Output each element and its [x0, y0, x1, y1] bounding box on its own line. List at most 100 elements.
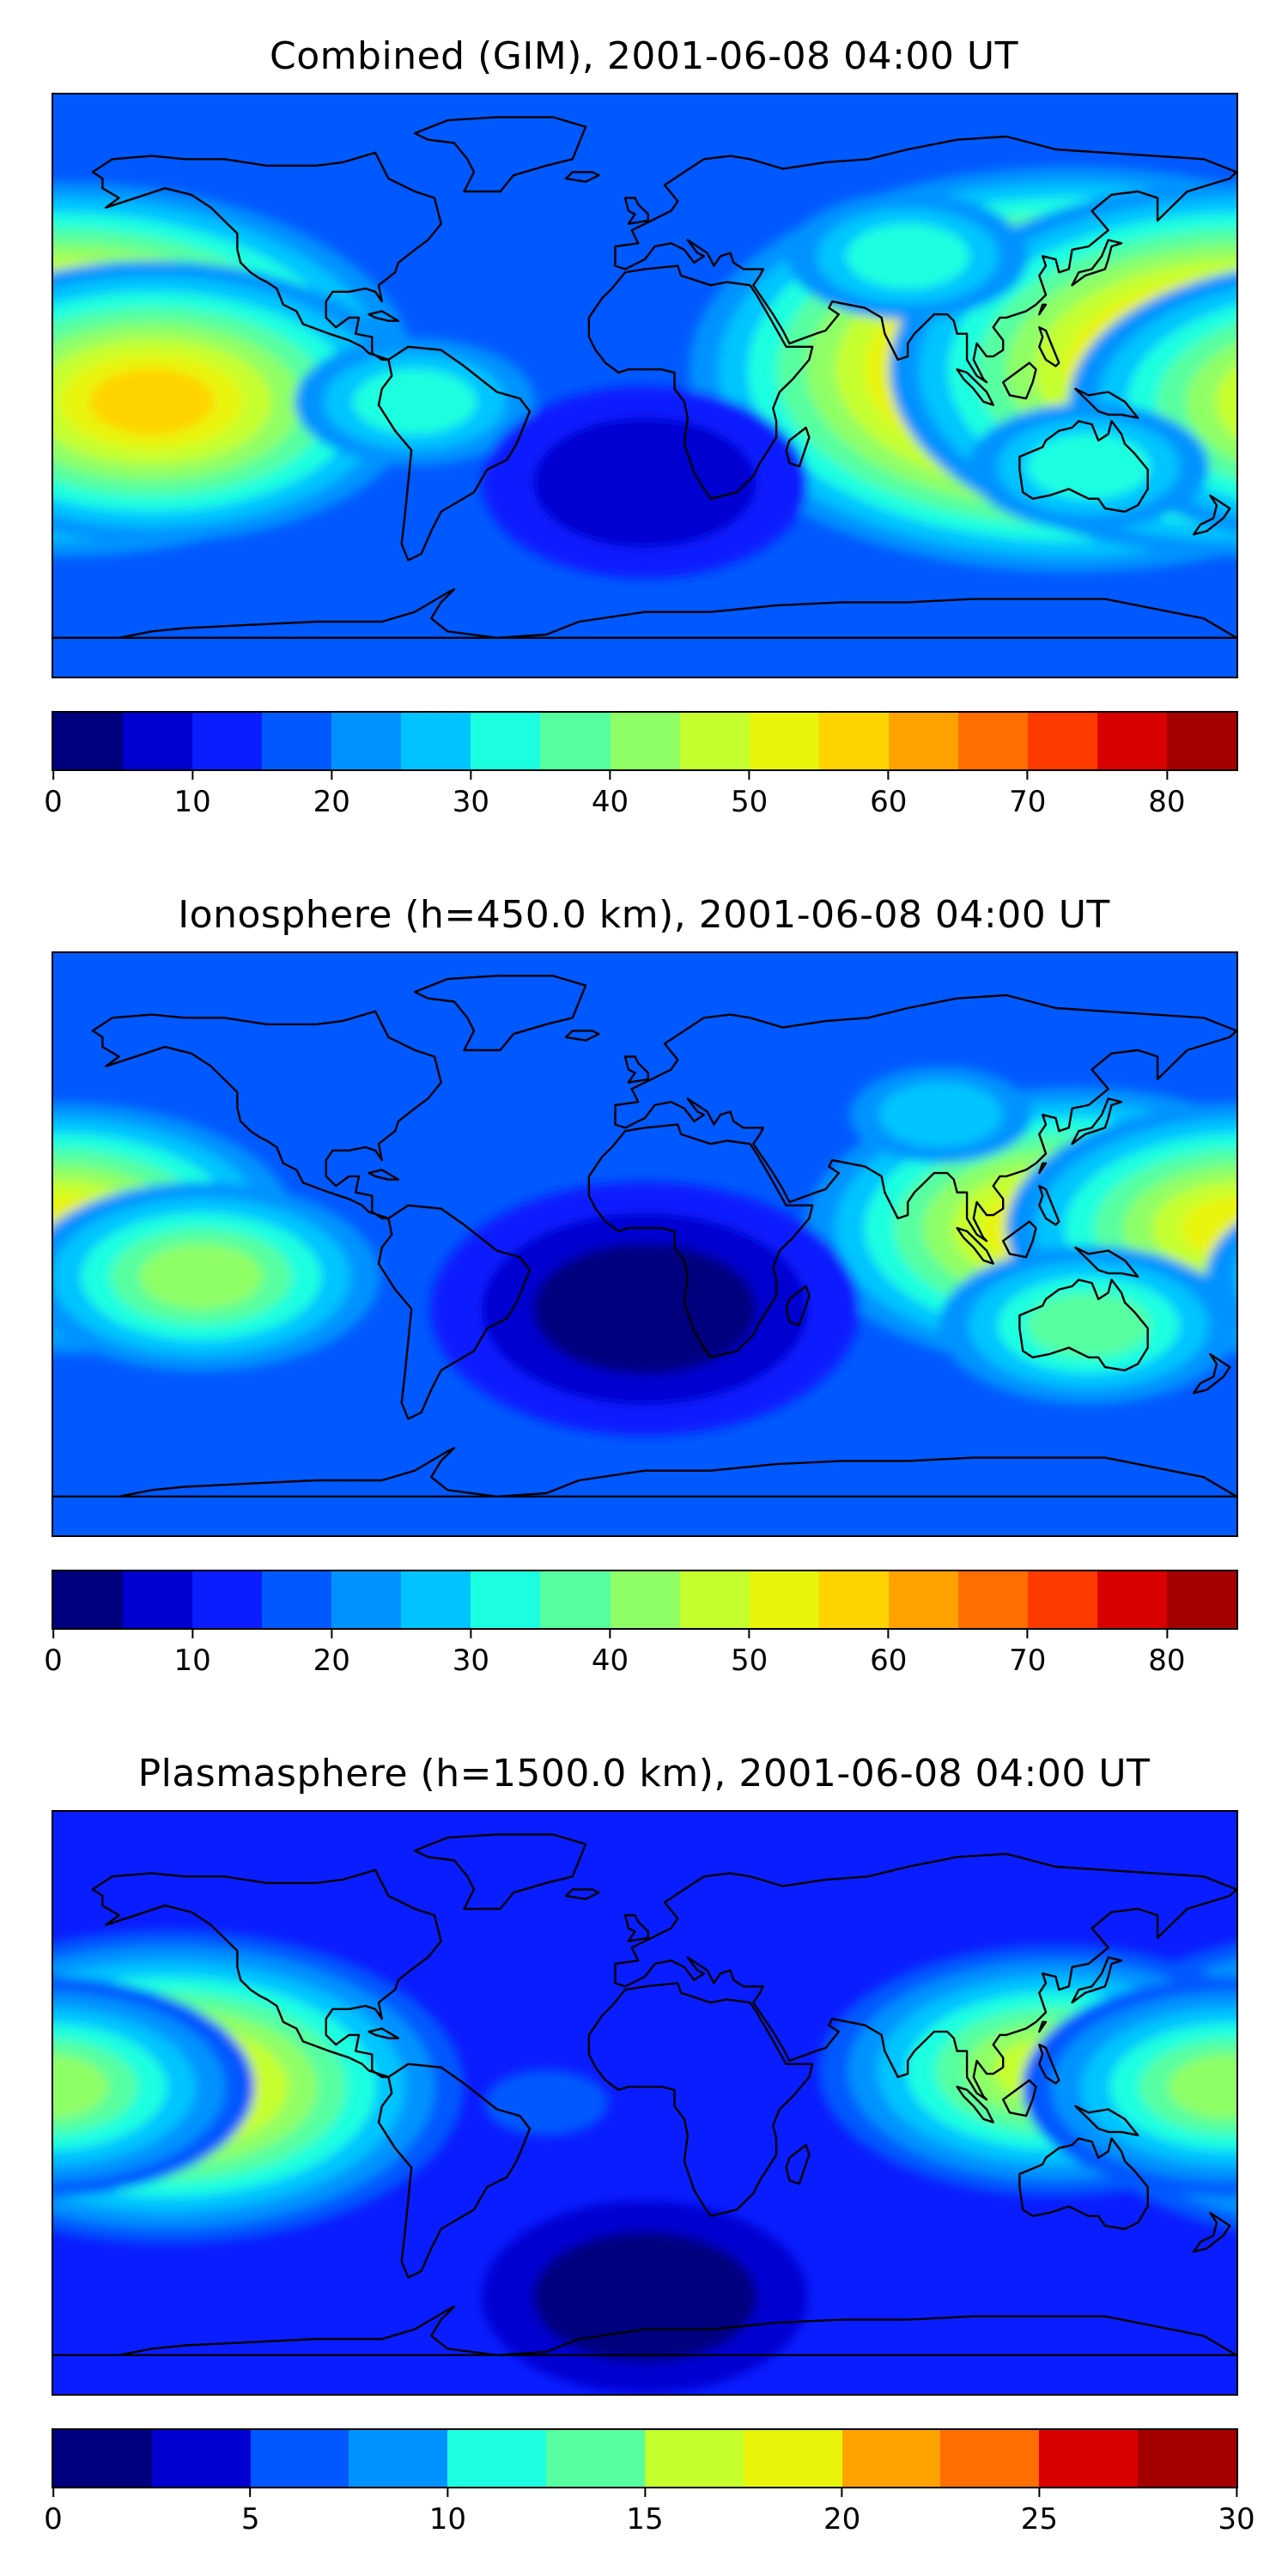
coastline	[1192, 1352, 1231, 1394]
tick-label: 25	[1020, 2502, 1058, 2537]
colorbar-tick: 60	[870, 1628, 907, 1678]
coastline	[1001, 1220, 1037, 1259]
tick-mark	[1165, 769, 1168, 780]
tec-contour	[1214, 365, 1236, 439]
colorbar-segment	[1167, 713, 1236, 769]
tec-contour	[533, 2232, 756, 2362]
tick-label: 70	[1009, 1643, 1047, 1678]
coastline	[623, 1914, 649, 1942]
coastline	[1018, 2137, 1149, 2231]
colorbar-segment	[1039, 2430, 1139, 2487]
tec-contour	[1026, 1292, 1151, 1358]
coastline	[1038, 2044, 1060, 2085]
coastline	[377, 1204, 532, 1420]
tick-label: 80	[1148, 785, 1186, 819]
colorbar-segment	[1027, 713, 1097, 769]
colorbar-ticks: 0 10 20 30 40 50 60 70 80	[44, 1628, 1236, 1697]
colorbar-tick: 50	[731, 769, 768, 819]
colorbar-segment	[447, 2430, 547, 2487]
colorbar-segment	[888, 1571, 958, 1628]
coastline	[587, 1982, 814, 2217]
coastline	[413, 116, 587, 193]
colorbar-tick: 80	[1148, 769, 1186, 819]
tec-map-svg	[53, 953, 1236, 1535]
coastline	[1192, 494, 1231, 536]
tick-label: 5	[240, 2502, 260, 2537]
colorbar-tick: 30	[453, 1628, 489, 1678]
colorbar-tick: 25	[1021, 2487, 1058, 2537]
coastline	[1038, 303, 1048, 316]
plasmasphere-map	[52, 1810, 1238, 2396]
coastline	[614, 135, 1236, 384]
tick-label: 15	[626, 2502, 664, 2537]
coastline	[956, 2086, 994, 2123]
colorbar-segment	[123, 1571, 193, 1628]
tec-contour	[1168, 2054, 1236, 2120]
tec-contour	[139, 1243, 264, 1309]
tick-label: 40	[591, 1643, 629, 1678]
coastline	[587, 1123, 814, 1358]
colorbar-segment	[957, 1571, 1028, 1628]
colorbar-segment	[546, 2430, 645, 2487]
colorbar-segment	[610, 713, 680, 769]
colorbar-segment	[743, 2430, 842, 2487]
tick-label: 10	[428, 2502, 466, 2537]
tick-label: 40	[591, 785, 629, 819]
colorbar-tick: 20	[823, 2487, 860, 2537]
colorbar-tick: 60	[870, 769, 907, 819]
coastline	[564, 1030, 600, 1042]
colorbar-segment	[192, 1571, 263, 1628]
coastline	[1074, 2105, 1139, 2136]
colorbar-tick: 0	[44, 1628, 63, 1678]
coastline	[53, 1447, 1236, 1498]
colorbar-segment	[53, 2430, 152, 2487]
combined-gim-panel: Combined (GIM), 2001-06-08 04:00 UT 0 10 2…	[0, 0, 1288, 859]
coastline	[564, 171, 600, 183]
coastline	[413, 1833, 587, 1911]
colorbar-segment	[123, 713, 193, 769]
tick-label: 20	[313, 785, 350, 819]
coastline	[413, 975, 587, 1052]
colorbar-segment	[401, 1571, 471, 1628]
colorbar-tick: 70	[1009, 1628, 1046, 1678]
plasmasphere-panel: Plasmasphere (h=1500.0 km), 2001-06-08 0…	[0, 1717, 1288, 2576]
coastline	[1071, 1097, 1123, 1145]
tick-mark	[841, 2487, 843, 2497]
colorbar-segment	[888, 713, 958, 769]
coastline	[368, 2027, 400, 2039]
colorbar-tick: 70	[1009, 769, 1046, 819]
colorbar-segment	[679, 1571, 750, 1628]
coastline	[91, 1868, 442, 2079]
tick-mark	[447, 2487, 449, 2497]
colorbar-segment	[1138, 2430, 1236, 2487]
colorbar-segment	[192, 713, 263, 769]
tec-contour	[846, 223, 970, 289]
tec-contour	[484, 2070, 609, 2136]
colorbar-segment	[940, 2430, 1040, 2487]
colorbar-segment	[1167, 1571, 1236, 1628]
colorbar-segment	[349, 2430, 448, 2487]
colorbar-tick: 15	[626, 2487, 664, 2537]
tick-label: 10	[173, 1643, 211, 1678]
tec-map-svg	[53, 1812, 1236, 2394]
coastline	[1018, 420, 1149, 513]
panel-title: Combined (GIM), 2001-06-08 04:00 UT	[270, 34, 1018, 78]
coastline	[564, 1888, 600, 1900]
colorbar-tick: 80	[1148, 1628, 1186, 1678]
tick-mark	[1026, 1628, 1029, 1638]
tick-label: 0	[44, 2502, 63, 2537]
coastline	[1038, 1185, 1060, 1226]
tick-mark	[191, 1628, 194, 1638]
coastline	[1038, 1162, 1048, 1175]
tick-label: 20	[313, 1643, 350, 1678]
coastline	[1074, 1246, 1139, 1278]
colorbar-segment	[749, 713, 819, 769]
tick-mark	[331, 769, 333, 780]
colorbar-segment	[749, 1571, 819, 1628]
coastline	[956, 1227, 994, 1265]
colorbar-tick: 40	[592, 1628, 629, 1678]
ionosphere-map	[52, 951, 1238, 1537]
tec-map-svg	[53, 94, 1236, 677]
tick-label: 30	[1218, 2502, 1255, 2537]
coastline	[1071, 239, 1123, 287]
